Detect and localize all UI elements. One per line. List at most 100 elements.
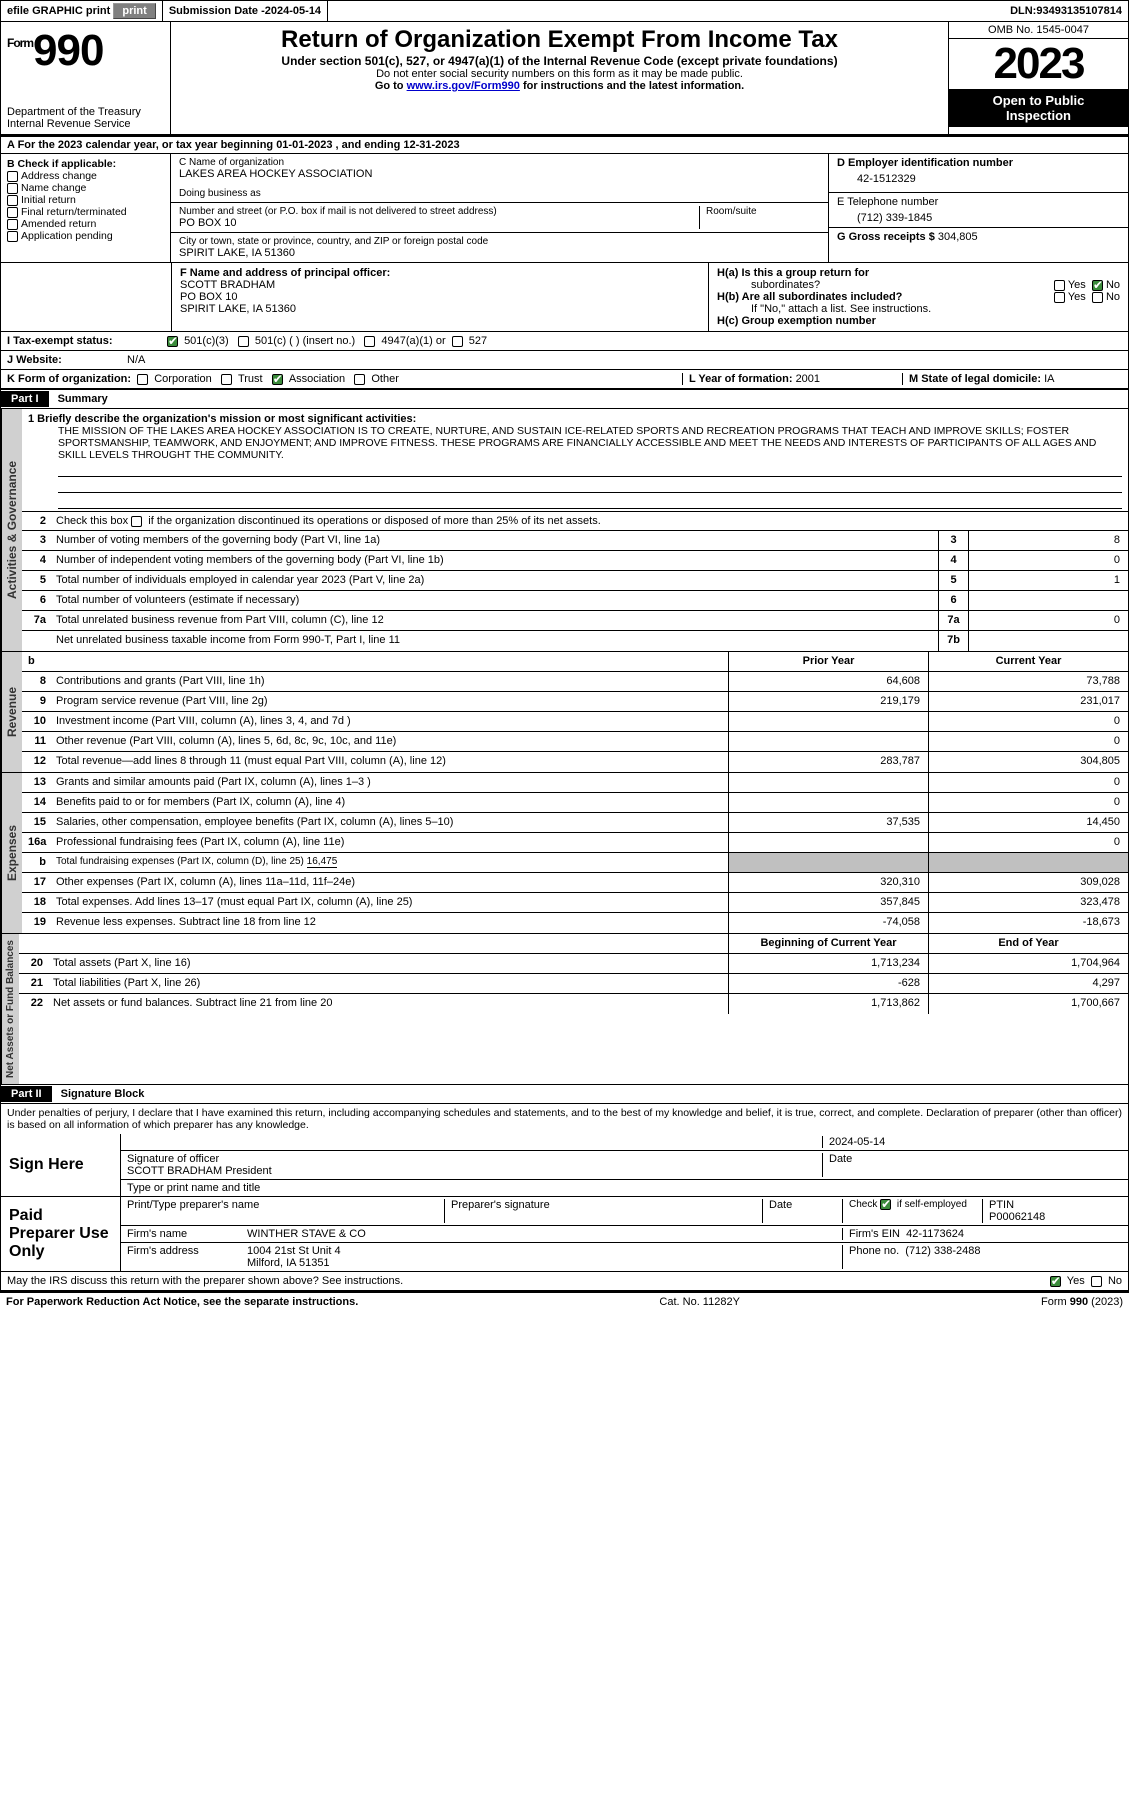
ptin-hdr: PTIN <box>989 1199 1122 1211</box>
tab-governance: Activities & Governance <box>1 409 22 651</box>
section-revenue: Revenue b Prior Year Current Year 8Contr… <box>0 652 1129 773</box>
top-bar: efile GRAPHIC print print Submission Dat… <box>0 0 1129 22</box>
chk-discuss-no[interactable] <box>1091 1276 1102 1287</box>
lbl-501c3: 501(c)(3) <box>184 335 229 347</box>
lbl-amended: Amended return <box>21 218 96 230</box>
chk-hb-yes[interactable] <box>1054 292 1065 303</box>
lbl-initial-return: Initial return <box>21 194 76 206</box>
p9: 219,179 <box>728 692 928 711</box>
lbl-527: 527 <box>469 335 487 347</box>
c19: -18,673 <box>928 913 1128 933</box>
c22: 1,700,667 <box>928 994 1128 1014</box>
penalty-text: Under penalties of perjury, I declare th… <box>0 1104 1129 1134</box>
irs-label: Internal Revenue Service <box>7 118 164 130</box>
line10: Investment income (Part VIII, column (A)… <box>52 712 728 731</box>
footer-left: For Paperwork Reduction Act Notice, see … <box>6 1296 358 1308</box>
efile-label: efile GRAPHIC print <box>7 5 110 17</box>
val7a: 0 <box>968 611 1128 630</box>
p15: 37,535 <box>728 813 928 832</box>
line20: Total assets (Part X, line 16) <box>49 954 728 973</box>
chk-discontinued[interactable] <box>131 516 142 527</box>
curr-year-hdr: Current Year <box>928 652 1128 671</box>
goto-link[interactable]: www.irs.gov/Form990 <box>407 80 520 92</box>
line17: Other expenses (Part IX, column (A), lin… <box>52 873 728 892</box>
line9: Program service revenue (Part VIII, line… <box>52 692 728 711</box>
chk-app-pending[interactable] <box>7 231 18 242</box>
print-button[interactable]: print <box>113 3 155 19</box>
line14: Benefits paid to or for members (Part IX… <box>52 793 728 812</box>
phone-label: E Telephone number <box>837 196 1120 208</box>
chk-ha-no[interactable] <box>1092 280 1103 291</box>
boy-hdr: Beginning of Current Year <box>728 934 928 953</box>
mission-text: THE MISSION OF THE LAKES AREA HOCKEY ASS… <box>22 425 1128 461</box>
lbl-discuss-yes: Yes <box>1067 1275 1085 1287</box>
chk-initial-return[interactable] <box>7 195 18 206</box>
form-header: Form990 Department of the Treasury Inter… <box>0 22 1129 136</box>
chk-ha-yes[interactable] <box>1054 280 1065 291</box>
chk-name-change[interactable] <box>7 183 18 194</box>
firm-phone-lbl: Phone no. <box>849 1245 899 1257</box>
chk-4947[interactable] <box>364 336 375 347</box>
chk-amended[interactable] <box>7 219 18 230</box>
c11: 0 <box>928 732 1128 751</box>
section-governance: Activities & Governance 1 Briefly descri… <box>0 409 1129 652</box>
line-i: I Tax-exempt status: 501(c)(3) 501(c) ( … <box>0 331 1129 351</box>
lbl-corp: Corporation <box>154 373 211 385</box>
p11 <box>728 732 928 751</box>
line22: Net assets or fund balances. Subtract li… <box>49 994 728 1014</box>
paid-preparer-label: Paid Preparer Use Only <box>1 1197 121 1271</box>
domicile-value: IA <box>1044 373 1054 385</box>
chk-assoc[interactable] <box>272 374 283 385</box>
tax-status-label: I Tax-exempt status: <box>7 335 167 347</box>
line-a: A For the 2023 calendar year, or tax yea… <box>0 136 1129 154</box>
c18: 323,478 <box>928 893 1128 912</box>
chk-final-return[interactable] <box>7 207 18 218</box>
p17: 320,310 <box>728 873 928 892</box>
chk-discuss-yes[interactable] <box>1050 1276 1061 1287</box>
hb-label: H(b) Are all subordinates included? <box>717 291 902 303</box>
p21: -628 <box>728 974 928 993</box>
c15: 14,450 <box>928 813 1128 832</box>
website-value: N/A <box>127 354 145 366</box>
section-bcd: B Check if applicable: Address change Na… <box>0 154 1129 263</box>
section-net-assets: Net Assets or Fund Balances Beginning of… <box>0 934 1129 1085</box>
addr-value: PO BOX 10 <box>179 217 693 229</box>
inspect-2: Inspection <box>953 108 1124 123</box>
line-klm: K Form of organization: Corporation Trus… <box>0 370 1129 390</box>
line15: Salaries, other compensation, employee b… <box>52 813 728 832</box>
chk-501c3[interactable] <box>167 336 178 347</box>
line8: Contributions and grants (Part VIII, lin… <box>52 672 728 691</box>
org-name-label: C Name of organization <box>179 157 820 168</box>
dba-label: Doing business as <box>179 188 820 199</box>
lbl-address-change: Address change <box>21 170 97 182</box>
firm-name: WINTHER STAVE & CO <box>247 1228 842 1240</box>
hb-note: If "No," attach a list. See instructions… <box>717 303 1120 315</box>
chk-hb-no[interactable] <box>1092 292 1103 303</box>
val6 <box>968 591 1128 610</box>
p8: 64,608 <box>728 672 928 691</box>
p12: 283,787 <box>728 752 928 772</box>
city-label: City or town, state or province, country… <box>179 236 820 247</box>
chk-other[interactable] <box>354 374 365 385</box>
firm-name-lbl: Firm's name <box>127 1228 247 1240</box>
form-title: Return of Organization Exempt From Incom… <box>177 26 942 54</box>
chk-trust[interactable] <box>221 374 232 385</box>
chk-527[interactable] <box>452 336 463 347</box>
part1-title: Summary <box>52 390 114 408</box>
chk-self-employed[interactable] <box>880 1199 891 1210</box>
line12: Total revenue—add lines 8 through 11 (mu… <box>52 752 728 772</box>
gross-label: G Gross receipts $ <box>837 231 935 243</box>
chk-address-change[interactable] <box>7 171 18 182</box>
lbl-yes2: Yes <box>1068 291 1086 303</box>
chk-corp[interactable] <box>137 374 148 385</box>
ssn-warning: Do not enter social security numbers on … <box>177 68 942 80</box>
chk-501c[interactable] <box>238 336 249 347</box>
officer-name: SCOTT BRADHAM <box>180 279 700 291</box>
gross-value: 304,805 <box>938 231 978 243</box>
form-word: Form <box>7 36 33 50</box>
lbl-no: No <box>1106 279 1120 291</box>
officer-addr1: PO BOX 10 <box>180 291 700 303</box>
dln-value: 93493135107814 <box>1036 5 1122 17</box>
p13 <box>728 773 928 792</box>
website-label: J Website: <box>7 354 127 366</box>
